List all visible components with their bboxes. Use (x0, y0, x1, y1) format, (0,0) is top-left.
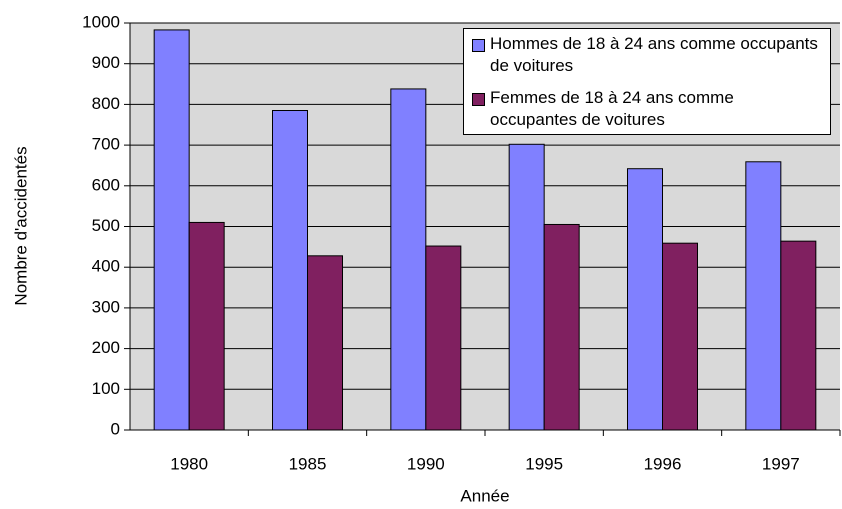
y-tick-label: 600 (92, 175, 120, 194)
bar (745, 161, 782, 431)
bar (272, 110, 308, 431)
bar (153, 29, 190, 431)
x-tick-label: 1990 (407, 454, 445, 473)
legend-label: Femmes de 18 à 24 ans comme occupantes d… (490, 88, 734, 129)
bar (508, 143, 545, 431)
y-axis-label: Nombre d'accidentés (11, 146, 30, 305)
legend-label: Hommes de 18 à 24 ans comme occupants de… (490, 34, 818, 75)
x-tick-label: 1997 (762, 454, 800, 473)
bar (188, 221, 225, 431)
x-tick-label: 1985 (289, 454, 327, 473)
bar (307, 255, 343, 431)
legend-entry: Hommes de 18 à 24 ans comme occupants de… (472, 33, 824, 77)
y-tick-label: 500 (92, 216, 120, 235)
y-tick-label: 1000 (82, 12, 120, 31)
y-tick-label: 700 (92, 135, 120, 154)
y-tick-label: 300 (92, 297, 120, 316)
bar (390, 88, 427, 431)
bar (543, 223, 580, 431)
legend-swatch (472, 93, 485, 106)
x-tick-label: 1995 (525, 454, 563, 473)
legend-entry: Femmes de 18 à 24 ans comme occupantes d… (472, 87, 824, 131)
legend: Hommes de 18 à 24 ans comme occupants de… (463, 28, 831, 135)
y-tick-label: 400 (92, 257, 120, 276)
y-tick-label: 200 (92, 338, 120, 357)
y-tick-label: 100 (92, 379, 120, 398)
y-tick-label: 900 (92, 53, 120, 72)
bar (662, 242, 698, 431)
y-tick-label: 0 (111, 419, 120, 438)
x-tick-label: 1996 (644, 454, 682, 473)
bar (425, 245, 462, 431)
bar (627, 168, 663, 431)
x-axis-label: Année (460, 486, 509, 505)
y-tick-label: 800 (92, 94, 120, 113)
x-tick-label: 1980 (170, 454, 208, 473)
legend-swatch (472, 39, 485, 52)
bar (780, 240, 817, 431)
